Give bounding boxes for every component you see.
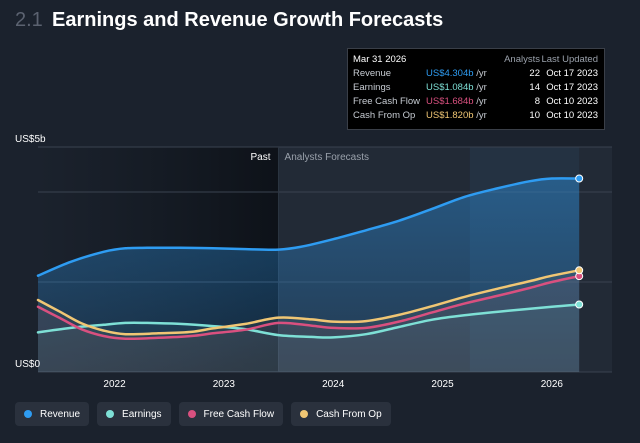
tooltip-value-unit: /yr: [476, 82, 487, 93]
x-tick-label: 2024: [322, 379, 345, 390]
free-cash-flow-line: [36, 274, 581, 341]
legend-revenue-label: Revenue: [40, 408, 81, 420]
tooltip-row-analysts: 14: [529, 82, 540, 93]
tooltip-row-value: US$1.684b /yr: [426, 95, 487, 109]
tooltip-value-amount: US$1.084b: [426, 82, 474, 93]
legend-earnings-label: Earnings: [122, 408, 162, 420]
tooltip-row-value: US$1.820b /yr: [426, 109, 487, 123]
tooltip-row-name: Earnings: [353, 82, 391, 93]
tooltip-row-name: Free Cash Flow: [353, 96, 421, 107]
cash-from-op-area: [38, 270, 580, 372]
tooltip-updated-header: Last Updated: [541, 54, 598, 65]
legend-cfo-toggle[interactable]: Cash From Op: [291, 402, 391, 426]
tooltip-row-value: US$4.304b /yr: [426, 67, 487, 81]
x-tick-label: 2026: [541, 379, 564, 390]
legend-earnings-toggle[interactable]: Earnings: [97, 402, 171, 426]
legend-cfo-label: Cash From Op: [316, 408, 382, 420]
tooltip-row-name: Revenue: [353, 68, 392, 79]
legend-fcf-dot: [187, 410, 196, 418]
tooltip-value-amount: US$4.304b: [426, 68, 474, 79]
tooltip-row-analysts: 8: [534, 96, 540, 107]
legend-fcf-label: Free Cash Flow: [203, 408, 275, 420]
legend-revenue-toggle[interactable]: Revenue: [15, 402, 90, 426]
earnings-end-point: [575, 300, 584, 309]
tooltip-row-updated: Oct 10 2023: [546, 96, 598, 107]
chart-title: Earnings and Revenue Growth Forecasts: [52, 9, 444, 31]
tooltip-value-unit: /yr: [476, 110, 487, 121]
tooltip-value-unit: /yr: [476, 68, 487, 79]
tooltip-row-updated: Oct 17 2023: [546, 68, 598, 79]
forecast-label: Analysts Forecasts: [285, 152, 369, 163]
x-tick-label: 2023: [213, 379, 236, 390]
y-axis-bottom-label: US$0: [15, 359, 40, 370]
tooltip-row-updated: Oct 10 2023: [546, 110, 598, 121]
past-label: Past: [251, 152, 271, 163]
cash-from-op-end-point: [575, 266, 584, 275]
revenue-line: [36, 177, 581, 277]
tooltip-value-amount: US$1.820b: [426, 110, 474, 121]
tooltip-row-updated: Oct 17 2023: [546, 82, 598, 93]
x-tick-label: 2022: [103, 379, 126, 390]
earnings-area: [38, 304, 580, 372]
legend-earnings-dot: [106, 410, 115, 418]
tooltip-analysts-header: Analysts: [504, 54, 540, 65]
x-tick-label: 2025: [431, 379, 454, 390]
section-number: 2.1: [15, 9, 43, 31]
tooltip-row-value: US$1.084b /yr: [426, 81, 487, 95]
free-cash-flow-area: [38, 276, 580, 372]
revenue-end-point: [575, 174, 584, 183]
tooltip-row-analysts: 22: [529, 68, 540, 79]
chart-legend: Revenue Earnings Free Cash Flow Cash Fro…: [15, 402, 391, 426]
tooltip-date: Mar 31 2026: [353, 54, 407, 65]
legend-revenue-dot: [24, 410, 32, 418]
tooltip-value-unit: /yr: [476, 96, 487, 107]
legend-cfo-dot: [300, 410, 309, 418]
tooltip-row-analysts: 10: [529, 110, 540, 121]
legend-fcf-toggle[interactable]: Free Cash Flow: [178, 402, 284, 426]
y-axis-top-label: US$5b: [15, 134, 46, 145]
data-tooltip: Mar 31 2026 Analysts Last Updated Revenu…: [347, 48, 605, 130]
tooltip-row-name: Cash From Op: [353, 110, 416, 121]
cash-from-op-line: [36, 269, 581, 336]
earnings-line: [36, 303, 581, 339]
tooltip-value-amount: US$1.684b: [426, 96, 474, 107]
